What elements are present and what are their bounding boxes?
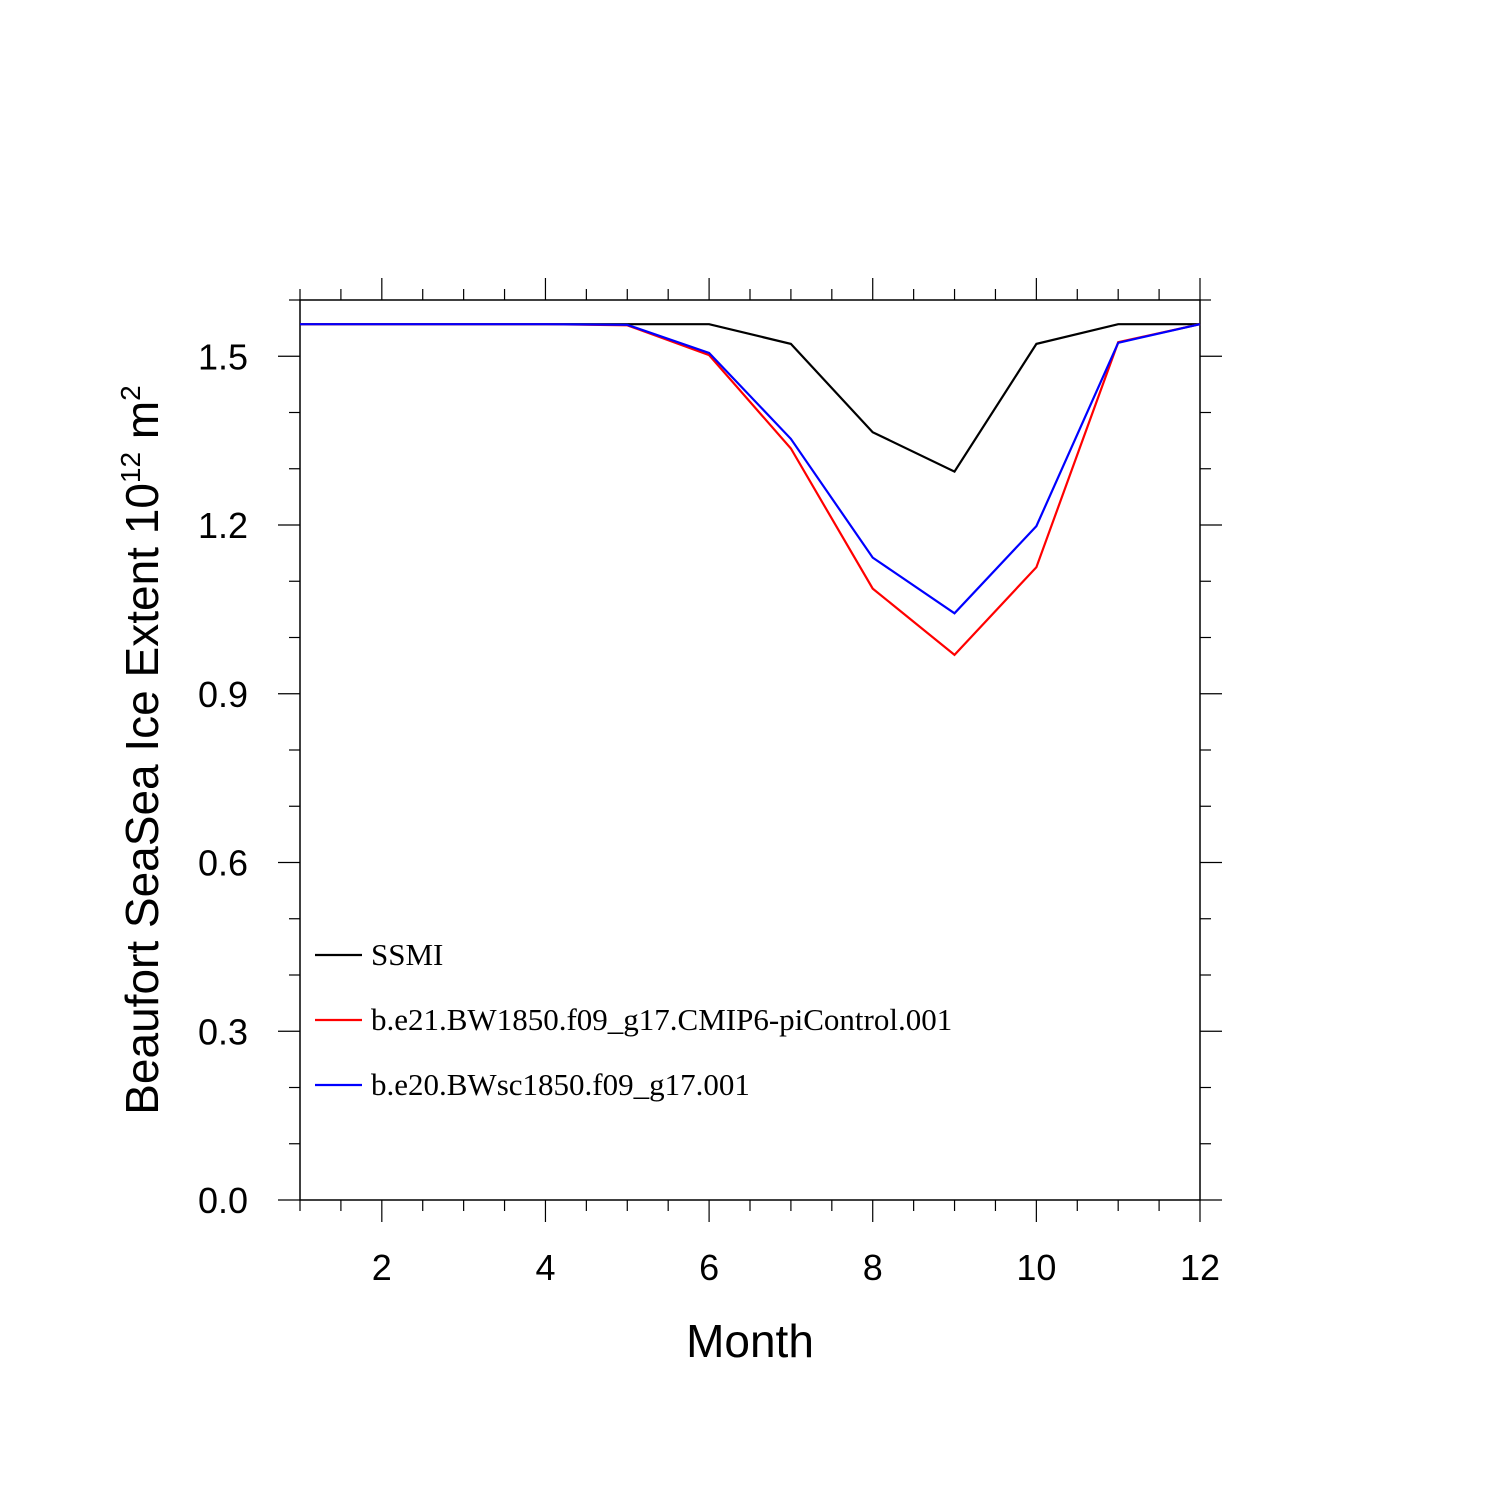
series-line	[300, 323, 1201, 615]
y-tick-label: 0.9	[198, 674, 248, 715]
y-axis-title-main: Beaufort SeaSea Ice Extent 10	[116, 483, 168, 1115]
x-tick-label: 2	[372, 1247, 392, 1288]
x-axis-title: Month	[686, 1315, 814, 1367]
x-tick-label: 10	[1016, 1247, 1056, 1288]
x-tick-label: 4	[535, 1247, 555, 1288]
y-axis-title: Beaufort SeaSea Ice Extent 1012 m2	[115, 385, 168, 1115]
plot-frame	[299, 299, 1201, 1201]
legend: SSMI b.e21.BW1850.f09_g17.CMIP6-piControl…	[315, 937, 952, 1102]
y-tick-label: 0.6	[198, 843, 248, 884]
x-tick-label: 12	[1180, 1247, 1220, 1288]
y-tick-label: 1.5	[198, 336, 248, 377]
y-axis-title-unit-exponent: 2	[115, 385, 146, 401]
legend-label: SSMI	[371, 937, 443, 972]
legend-label: b.e21.BW1850.f09_g17.CMIP6-piControl.001	[371, 1002, 952, 1037]
x-tick-label: 6	[699, 1247, 719, 1288]
y-tick-label: 0.0	[198, 1180, 248, 1221]
axis-ticks	[278, 278, 1222, 1222]
y-tick-label: 0.3	[198, 1011, 248, 1052]
x-tick-label: 8	[863, 1247, 883, 1288]
series-line	[300, 323, 1200, 474]
series-line	[300, 323, 1201, 657]
tick-labels: 2 4 6 8 10 12 0.0 0.3 0.6 0.9 1.2 1.5	[198, 336, 1220, 1288]
y-axis-title-unit: m	[116, 401, 168, 452]
y-tick-label: 1.2	[198, 505, 248, 546]
series-lines	[300, 323, 1201, 657]
y-axis-title-exponent: 12	[115, 452, 146, 483]
legend-label: b.e20.BWsc1850.f09_g17.001	[371, 1067, 750, 1102]
